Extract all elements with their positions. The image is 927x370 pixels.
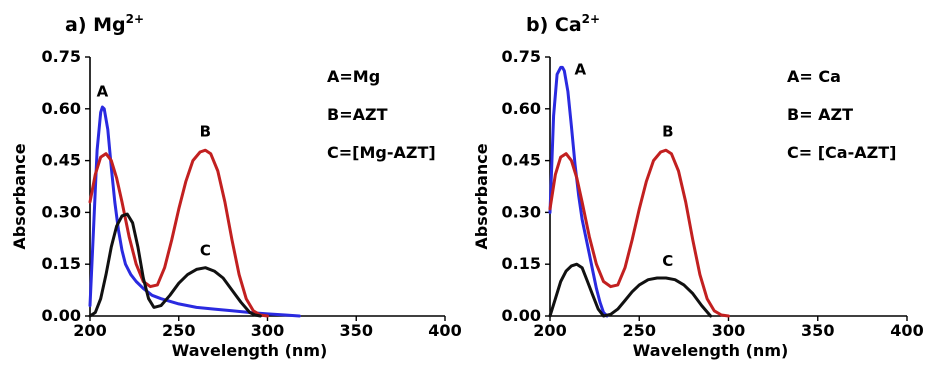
y-tick-label: 0.15 xyxy=(502,254,541,273)
chart-panel-a: a) Mg2+ 200 250 300 350 400 0.00 0.15 0.30 0.45 0.… xyxy=(10,12,462,360)
x-tick-label: 350 xyxy=(340,321,373,340)
title-superscript: 2+ xyxy=(582,12,600,26)
title-superscript: 2+ xyxy=(126,12,144,26)
legend-entry: B= AZT xyxy=(787,105,853,124)
y-axis-label: Absorbance xyxy=(10,143,29,249)
curve-label-C: C xyxy=(662,252,673,270)
x-tick-label: 200 xyxy=(533,321,566,340)
curve-label-B: B xyxy=(662,122,673,140)
y-axis-label: Absorbance xyxy=(472,143,491,249)
chart-title: a) Mg2+ xyxy=(65,12,144,36)
legend-entry: C=[Mg-AZT] xyxy=(327,143,436,162)
y-tick-label: 0.45 xyxy=(502,151,541,170)
y-tick-label: 0.15 xyxy=(42,254,81,273)
curve-label-B: B xyxy=(200,122,211,140)
y-tick-label: 0.60 xyxy=(502,99,541,118)
x-tick-label: 400 xyxy=(890,321,923,340)
chart-panel-b: b) Ca2+ 200 250 300 350 400 0.00 0.15 0.30 0.45 0.… xyxy=(472,12,924,360)
y-tick-label: 0.45 xyxy=(42,151,81,170)
curve-label-A: A xyxy=(575,60,587,78)
curve-label-A: A xyxy=(97,83,109,101)
x-tick-label: 250 xyxy=(623,321,656,340)
legend-entry: B=AZT xyxy=(327,105,388,124)
legend-entry: A=Mg xyxy=(327,67,380,86)
y-tick-label: 0.30 xyxy=(502,202,541,221)
series-line-C xyxy=(548,262,713,318)
series-line-A xyxy=(88,105,301,318)
legend-entry: C= [Ca-AZT] xyxy=(787,143,896,162)
y-tick-label: 0.75 xyxy=(42,47,81,66)
series-line-B xyxy=(88,148,269,318)
y-tick-label: 0.00 xyxy=(42,306,81,325)
x-tick-label: 200 xyxy=(73,321,106,340)
x-tick-label: 400 xyxy=(428,321,461,340)
curve-label-C: C xyxy=(200,242,211,260)
series-line-B xyxy=(548,148,730,318)
x-tick-label: 300 xyxy=(712,321,745,340)
y-tick-label: 0.75 xyxy=(502,47,541,66)
series-line-C xyxy=(88,212,262,318)
chart-title: b) Ca2+ xyxy=(526,12,600,36)
x-tick-label: 250 xyxy=(162,321,195,340)
y-tick-label: 0.30 xyxy=(42,202,81,221)
legend-entry: A= Ca xyxy=(787,67,841,86)
x-axis-label: Wavelength (nm) xyxy=(633,341,789,360)
y-tick-label: 0.00 xyxy=(502,306,541,325)
y-tick-label: 0.60 xyxy=(42,99,81,118)
x-tick-label: 300 xyxy=(251,321,284,340)
x-axis-label: Wavelength (nm) xyxy=(172,341,328,360)
x-tick-label: 350 xyxy=(801,321,834,340)
